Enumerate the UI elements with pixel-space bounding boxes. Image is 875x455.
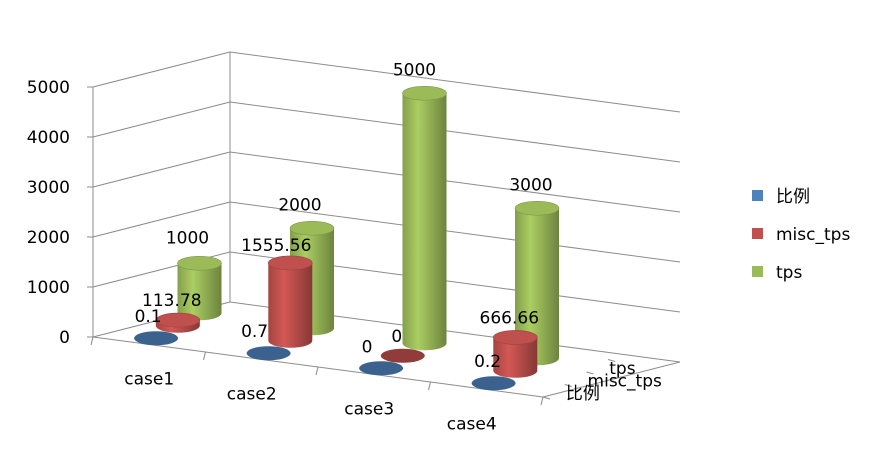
bar-top — [177, 255, 222, 271]
y-tick-label: 1000 — [27, 278, 70, 298]
gridline-back-wall — [229, 51, 681, 113]
bar-disc — [134, 331, 179, 346]
data-label: 666.66 — [480, 308, 539, 328]
data-label: 0 — [362, 337, 373, 357]
data-label: 2000 — [278, 195, 321, 215]
data-label: 5000 — [393, 60, 436, 80]
bar-misc_tps-case3: 0 — [380, 327, 425, 363]
legend-swatch — [752, 266, 763, 277]
bar-disc — [246, 346, 291, 361]
bar-body — [155, 320, 200, 333]
gridline-back-wall — [229, 151, 681, 213]
bar-top — [155, 312, 201, 328]
y-tick-label: 3000 — [27, 178, 70, 198]
x-tick-mark — [203, 351, 206, 361]
data-label: 0 — [391, 327, 402, 347]
bar-top — [402, 85, 447, 101]
x-tick-mark — [428, 381, 431, 391]
data-label: 0.7 — [241, 322, 268, 342]
x-tick-mark — [90, 336, 94, 346]
bar-body — [268, 262, 313, 348]
legend-swatch — [752, 190, 763, 201]
data-label: 0.1 — [135, 307, 162, 327]
y-tick-label: 2000 — [27, 228, 70, 248]
legend-swatch — [752, 228, 763, 239]
x-category-label: case2 — [227, 385, 277, 405]
bar-misc_tps-case2: 1555.56 — [241, 236, 313, 348]
depth-axis-label: tps — [609, 359, 635, 379]
bar-body — [177, 263, 222, 321]
data-label: 1000 — [166, 228, 209, 248]
depth-tick-mark — [586, 371, 594, 375]
x-category-label: case4 — [447, 415, 497, 435]
y-tick-label: 5000 — [27, 78, 70, 98]
bar-top — [492, 330, 538, 345]
y-axis-labels: 0 1000 2000 3000 4000 5000 — [27, 78, 70, 348]
gridline-back-wall — [229, 201, 681, 263]
bar-disc — [359, 361, 404, 376]
x-tick-mark — [315, 366, 319, 376]
data-label: 113.78 — [142, 291, 201, 311]
chart-walls — [87, 51, 681, 406]
bar-比例-case1: 0.1 — [134, 307, 179, 346]
bar-top — [289, 220, 335, 236]
gridline-left-wall — [92, 101, 231, 138]
bar-tps-case3: 5000 — [393, 60, 447, 351]
legend-label: tps — [776, 263, 802, 283]
y-tick-label: 4000 — [27, 128, 70, 148]
y-tick-label: 0 — [59, 328, 70, 348]
legend-label: 比例 — [776, 187, 810, 207]
bar-tps-case1: 1000 — [166, 228, 222, 321]
depth-tick-mark — [607, 359, 616, 362]
depth-tick-mark — [542, 396, 551, 400]
bar-misc_tps-case4: 666.66 — [480, 308, 539, 378]
x-tick-mark — [540, 396, 544, 406]
legend-label: misc_tps — [776, 225, 850, 245]
x-axis-labels: case1 case2 case3 case4 — [124, 370, 496, 435]
bar-比例-case2: 0.7 — [241, 322, 291, 361]
bar-disc — [471, 376, 516, 391]
x-category-label: case3 — [344, 400, 394, 420]
bar-top — [267, 255, 313, 271]
depth-axis-label: misc_tps — [588, 371, 662, 391]
gridline-left-wall — [92, 51, 231, 88]
chart-bars: 1000 2000 5000 3000 113.78 1555.56 0 666.66 0.1 0… — [134, 60, 560, 391]
depth-axis-line — [542, 361, 681, 398]
bar-比例-case4: 0.2 — [471, 352, 516, 391]
bar-tps-case4: 3000 — [509, 175, 560, 366]
bar-body — [402, 93, 447, 351]
data-label: 0.2 — [474, 352, 501, 372]
data-label: 3000 — [509, 175, 552, 195]
bar-body — [493, 337, 538, 378]
x-category-label: case1 — [124, 370, 174, 390]
gridline-back-wall — [229, 101, 681, 163]
data-label: 1555.56 — [241, 236, 311, 256]
depth-tick-mark — [564, 384, 572, 387]
depth-axis-label: 比例 — [566, 384, 600, 404]
bar-比例-case3: 0 — [359, 337, 404, 376]
bar-misc_tps-case1: 113.78 — [142, 291, 202, 333]
bar-body — [515, 208, 559, 366]
bar-disc — [380, 348, 425, 363]
gridline-left-wall — [92, 151, 231, 188]
gridline-left-wall — [92, 201, 231, 238]
bar-top — [514, 200, 560, 216]
